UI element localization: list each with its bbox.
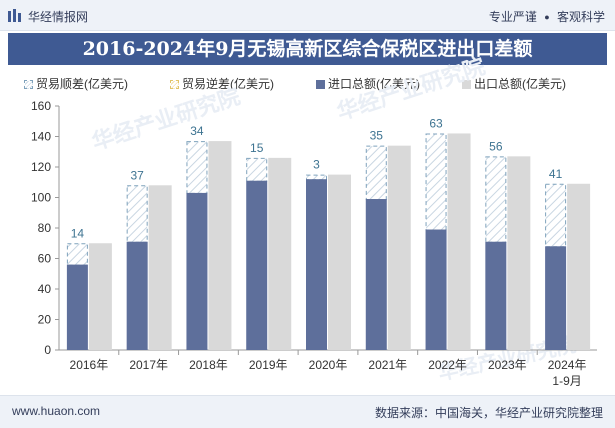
top-bar: 华经情报网 专业严谨 ● 客观科学 xyxy=(0,0,615,31)
x-tick-label: 2023年 xyxy=(488,358,527,372)
surplus-value-label: 35 xyxy=(370,129,384,143)
chart-legend: 贸易顺差(亿美元) 贸易逆差(亿美元) 进口总额(亿美元) 出口总额(亿美元) xyxy=(24,75,604,91)
surplus-bar xyxy=(545,183,567,248)
surplus-value-label: 14 xyxy=(71,226,85,240)
surplus-value-label: 56 xyxy=(489,139,503,153)
legend-swatch-deficit xyxy=(170,80,179,89)
x-tick-label: 2018年 xyxy=(189,358,228,372)
y-tick-label: 60 xyxy=(38,252,52,266)
x-tick-label: 2019年 xyxy=(249,358,288,372)
export-bar xyxy=(148,185,172,350)
x-tick-label: 2020年 xyxy=(309,358,348,372)
import-bar xyxy=(306,179,327,350)
export-bar xyxy=(268,157,292,350)
surplus-value-label: 37 xyxy=(130,168,144,182)
legend-label-deficit: 贸易逆差(亿美元) xyxy=(182,77,274,91)
legend-swatch-export xyxy=(462,80,471,89)
y-tick-label: 20 xyxy=(38,313,52,327)
logo-icon xyxy=(8,9,21,22)
x-tick-label: 2016年 xyxy=(70,358,109,372)
surplus-bar xyxy=(485,156,507,243)
y-tick-label: 160 xyxy=(31,99,51,113)
y-tick-label: 0 xyxy=(44,343,51,357)
legend-item-export: 出口总额(亿美元) xyxy=(462,75,566,92)
import-bar xyxy=(126,241,148,350)
tagline-left: 专业严谨 xyxy=(488,10,537,24)
y-tick-label: 40 xyxy=(38,282,52,296)
watermark-text: 华经产业研究院 xyxy=(334,53,488,124)
surplus-value-label: 41 xyxy=(549,167,563,181)
x-tick-label: 2024年 xyxy=(548,358,587,372)
export-bar xyxy=(208,141,232,350)
surplus-value-label: 63 xyxy=(429,116,443,130)
export-bar xyxy=(507,156,531,350)
y-tick-label: 120 xyxy=(31,160,51,174)
surplus-value-label: 15 xyxy=(250,141,264,155)
export-bar xyxy=(447,133,471,350)
footer-source: 数据来源：中国海关，华经产业研究院整理 xyxy=(374,406,603,420)
surplus-bar xyxy=(425,133,447,231)
import-bar xyxy=(186,192,208,350)
legend-item-surplus: 贸易顺差(亿美元) xyxy=(24,75,128,92)
export-bar xyxy=(567,183,591,350)
import-bar xyxy=(365,199,387,350)
legend-label-export: 出口总额(亿美元) xyxy=(474,77,566,91)
brand-name: 华经情报网 xyxy=(28,10,89,24)
surplus-bar xyxy=(126,185,148,243)
surplus-value-label: 34 xyxy=(190,124,204,138)
surplus-bar xyxy=(66,243,88,266)
export-bar xyxy=(328,174,351,350)
x-tick-label: 2021年 xyxy=(368,358,407,372)
legend-item-deficit: 贸易逆差(亿美元) xyxy=(170,75,274,92)
surplus-bar xyxy=(246,157,268,182)
surplus-bar xyxy=(306,174,327,181)
surplus-bar xyxy=(186,141,208,194)
legend-swatch-import xyxy=(316,80,325,89)
legend-item-import: 进口总额(亿美元) xyxy=(316,75,420,92)
footer-site: www.huaon.com xyxy=(12,404,101,418)
chart-title: 2016-2024年9月无锡高新区综合保税区进出口差额 xyxy=(8,33,607,65)
x-tick-label: 2017年 xyxy=(129,358,168,372)
x-tick-label: 2022年 xyxy=(428,358,467,372)
export-bar xyxy=(88,243,112,350)
import-bar xyxy=(425,229,447,350)
export-bar xyxy=(387,145,411,350)
surplus-bar xyxy=(365,145,387,201)
legend-label-surplus: 贸易顺差(亿美元) xyxy=(36,77,128,91)
y-tick-label: 100 xyxy=(31,191,51,205)
import-bar xyxy=(485,241,507,350)
y-tick-label: 140 xyxy=(31,130,51,144)
footer-bar: www.huaon.com 数据来源：中国海关，华经产业研究院整理 xyxy=(0,395,615,428)
import-bar xyxy=(66,264,88,350)
tagline: 专业严谨 ● 客观科学 xyxy=(489,8,605,25)
x-tick-label: 1-9月 xyxy=(552,374,581,388)
y-tick-label: 80 xyxy=(38,221,52,235)
import-bar xyxy=(246,180,268,350)
separator-dot-icon: ● xyxy=(544,12,550,22)
legend-swatch-surplus xyxy=(24,80,33,89)
legend-label-import: 进口总额(亿美元) xyxy=(328,77,420,91)
import-bar xyxy=(545,246,567,350)
surplus-value-label: 3 xyxy=(313,158,320,172)
tagline-right: 客观科学 xyxy=(556,10,605,24)
